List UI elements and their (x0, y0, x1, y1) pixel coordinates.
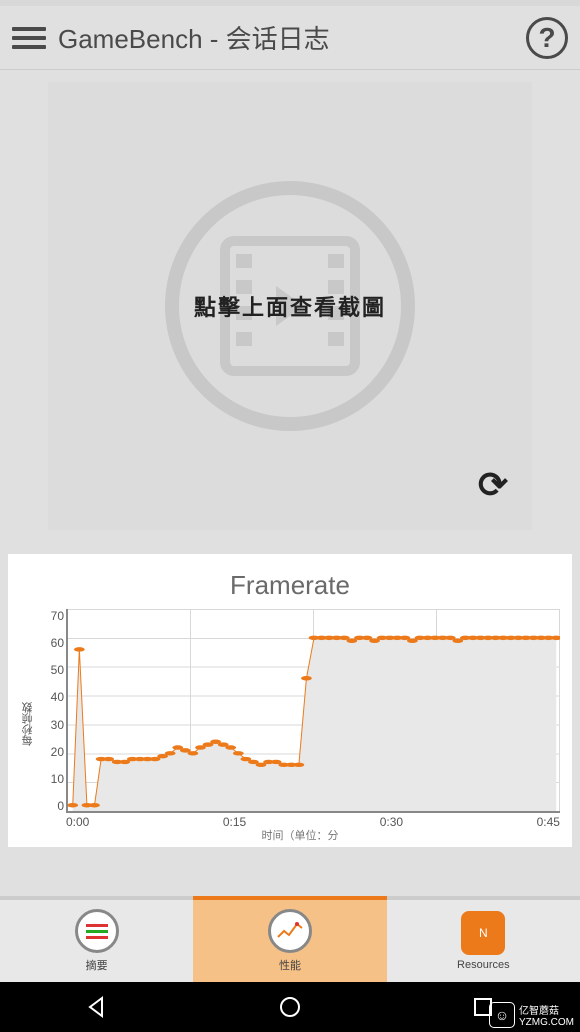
chart-title: Framerate (18, 570, 562, 601)
resources-icon: N (461, 911, 505, 955)
refresh-icon[interactable]: ⟳ (478, 464, 508, 506)
watermark-line2: YZMG.COM (519, 1017, 574, 1028)
tab-resources[interactable]: N Resources (387, 900, 580, 982)
screenshot-caption: 點擊上面查看截圖 (194, 290, 386, 322)
chart-y-ticks: 010203040506070 (38, 609, 64, 813)
performance-icon (268, 909, 312, 953)
menu-icon[interactable] (12, 21, 46, 55)
summary-icon (75, 909, 119, 953)
chart-y-label: 每秒帧数 (18, 609, 38, 839)
framerate-chart-card: Framerate 每秒帧数 010203040506070 0:000:150… (8, 554, 572, 847)
tab-label: Resources (457, 959, 510, 971)
tab-label: 性能 (279, 957, 301, 973)
tab-summary[interactable]: 摘要 (0, 900, 193, 982)
chart-plot (66, 609, 560, 813)
screenshot-panel[interactable]: 點擊上面查看截圖 ⟳ (48, 82, 532, 530)
watermark: ☺ 亿智蘑菇 YZMG.COM (489, 1002, 574, 1028)
chart-plot-area[interactable]: 010203040506070 0:000:150:300:45 时间（单位：分 (38, 609, 562, 839)
chart-x-label: 时间（单位：分 (38, 827, 562, 843)
watermark-logo-icon: ☺ (489, 1002, 515, 1028)
nav-back-button[interactable] (79, 989, 115, 1025)
page-title: GameBench - 会话日志 (58, 19, 526, 56)
bottom-tab-bar: 摘要 性能 N Resources (0, 896, 580, 982)
tab-active-indicator (193, 896, 386, 900)
app-bar: GameBench - 会话日志 ? (0, 6, 580, 70)
watermark-line1: 亿智蘑菇 (519, 1002, 574, 1017)
tab-performance[interactable]: 性能 (193, 900, 386, 982)
android-nav-bar: ☺ 亿智蘑菇 YZMG.COM (0, 982, 580, 1032)
help-button[interactable]: ? (526, 17, 568, 59)
tab-label: 摘要 (86, 957, 108, 973)
help-icon: ? (538, 22, 555, 54)
nav-home-button[interactable] (272, 989, 308, 1025)
